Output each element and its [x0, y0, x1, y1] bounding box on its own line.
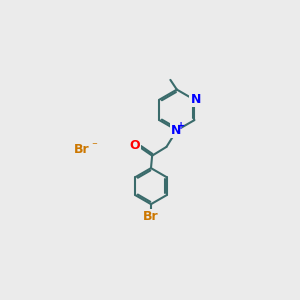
Text: +: + — [177, 121, 185, 131]
Text: N: N — [190, 93, 201, 106]
Text: ⁻: ⁻ — [91, 141, 97, 152]
Text: O: O — [129, 139, 140, 152]
Text: N: N — [170, 124, 181, 137]
Text: Br: Br — [74, 143, 90, 156]
Text: Br: Br — [143, 210, 159, 224]
